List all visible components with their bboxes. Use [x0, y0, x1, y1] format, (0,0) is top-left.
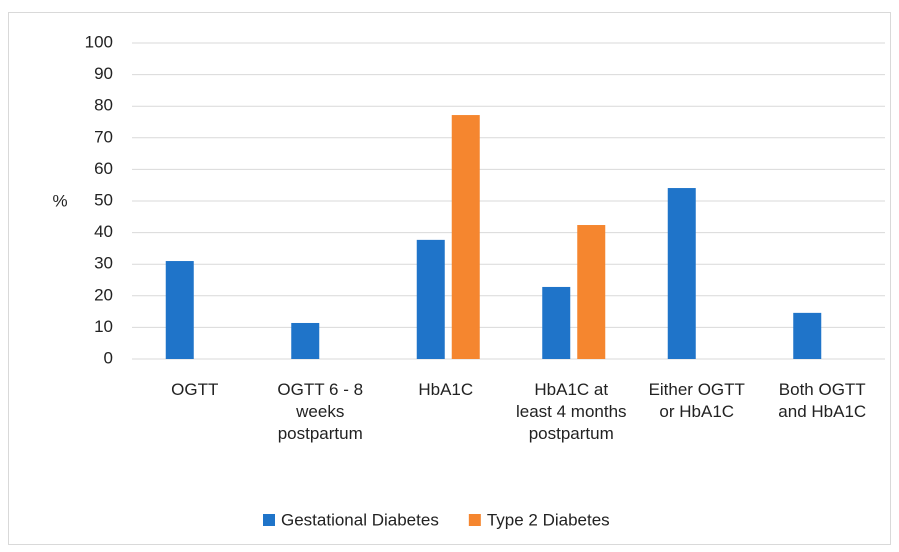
y-tick-label: 0 [104, 348, 113, 367]
x-tick-label: Either OGTT or HbA1C [648, 380, 745, 421]
y-tick-label: 60 [94, 159, 113, 178]
x-tick-label: OGTT [171, 380, 219, 399]
bar [165, 261, 194, 359]
y-tick-label: 50 [94, 190, 113, 209]
y-tick-label: 100 [85, 32, 113, 51]
y-tick-label: 20 [94, 285, 113, 304]
bar [416, 239, 445, 359]
legend-swatch [468, 514, 481, 526]
y-axis-label: % [52, 191, 67, 210]
bar [291, 322, 320, 359]
bar [577, 225, 606, 359]
legend-swatch [263, 514, 275, 526]
x-tick-label: OGTT 6 - 8 weeks postpartum [277, 380, 364, 443]
x-tick-label: HbA1C at least 4 months postpartum [515, 380, 627, 443]
x-tick-label: HbA1C [418, 380, 474, 399]
legend-label: Type 2 Diabetes [487, 510, 610, 529]
y-tick-label: 70 [94, 127, 113, 146]
bar [667, 188, 696, 359]
bar [793, 312, 822, 359]
y-tick-label: 90 [94, 64, 113, 83]
bar [451, 115, 480, 359]
y-tick-label: 40 [94, 222, 113, 241]
y-tick-label: 80 [94, 96, 113, 115]
chart-border [8, 12, 891, 545]
bar [542, 286, 571, 359]
legend-label: Gestational Diabetes [281, 510, 439, 529]
x-tick-label: Both OGTT and HbA1C [778, 380, 867, 421]
y-tick-label: 30 [94, 254, 113, 273]
y-tick-label: 10 [94, 317, 113, 336]
